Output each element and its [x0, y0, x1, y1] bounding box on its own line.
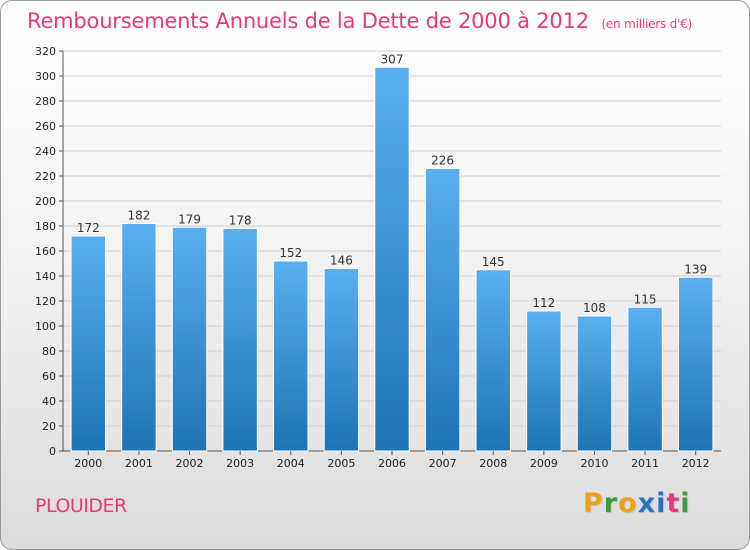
bar-value-label: 179	[178, 212, 201, 226]
y-tick-label: 300	[35, 70, 56, 83]
logo-letter: x	[637, 488, 657, 519]
bar	[677, 276, 714, 452]
x-tick-label: 2003	[226, 457, 254, 470]
bar	[222, 228, 258, 452]
x-tick-label: 2000	[74, 457, 102, 470]
bar	[171, 226, 208, 452]
y-tick-label: 80	[42, 345, 56, 358]
bar-value-label: 115	[634, 292, 657, 306]
bar	[273, 260, 309, 452]
bar	[374, 66, 410, 452]
logo-letter: t	[666, 488, 681, 519]
bar	[424, 168, 461, 452]
bar-value-label: 178	[229, 214, 252, 228]
bar-value-label: 307	[381, 52, 404, 66]
y-tick-label: 180	[35, 220, 56, 233]
y-tick-label: 40	[42, 395, 56, 408]
bar	[70, 235, 107, 452]
logo-letter: P	[583, 488, 604, 519]
x-tick-label: 2010	[580, 457, 608, 470]
x-tick-label: 2011	[631, 457, 659, 470]
bar-value-label: 226	[431, 154, 454, 168]
bar-value-label: 139	[684, 262, 707, 276]
y-tick-label: 100	[35, 320, 56, 333]
x-tick-label: 2008	[479, 457, 507, 470]
chart-title-text: Remboursements Annuels de la Dette de 20…	[27, 9, 589, 33]
x-tick-label: 2006	[378, 457, 406, 470]
y-tick-label: 160	[35, 245, 56, 258]
bar	[475, 269, 511, 452]
bar-value-label: 146	[330, 254, 353, 268]
logo-letter: o	[618, 488, 638, 519]
logo-letter: i	[656, 488, 667, 519]
proxiti-logo: Proxiti	[583, 488, 691, 519]
y-tick-label: 120	[35, 295, 56, 308]
x-tick-label: 2005	[327, 457, 355, 470]
x-tick-label: 2009	[530, 457, 558, 470]
y-tick-label: 240	[35, 145, 56, 158]
bar-value-label: 172	[77, 221, 100, 235]
y-tick-label: 140	[35, 270, 56, 283]
logo-letter: i	[680, 488, 691, 519]
bar	[121, 223, 157, 452]
y-tick-label: 260	[35, 120, 56, 133]
y-tick-label: 280	[35, 95, 56, 108]
y-tick-label: 60	[42, 370, 56, 383]
chart-title: Remboursements Annuels de la Dette de 20…	[27, 9, 692, 33]
x-tick-label: 2012	[682, 457, 710, 470]
y-tick-label: 20	[42, 420, 56, 433]
bar-value-label: 182	[127, 209, 150, 223]
y-tick-label: 0	[49, 445, 56, 458]
y-tick-label: 200	[35, 195, 56, 208]
y-tick-label: 220	[35, 170, 56, 183]
logo-letter: r	[603, 488, 619, 519]
commune-name: PLOUIDER	[35, 495, 127, 517]
bar	[576, 315, 613, 452]
y-tick-label: 320	[35, 45, 56, 58]
x-tick-label: 2002	[176, 457, 204, 470]
chart-subtitle: (en milliers d'€)	[601, 17, 693, 31]
x-tick-label: 2007	[429, 457, 457, 470]
bar-value-label: 152	[279, 246, 302, 260]
bar	[323, 268, 360, 452]
bar	[526, 310, 562, 452]
bar-value-label: 108	[583, 301, 606, 315]
bar-value-label: 112	[532, 296, 555, 310]
x-tick-label: 2004	[277, 457, 305, 470]
bar-value-label: 145	[482, 255, 505, 269]
bar	[627, 306, 663, 452]
x-tick-label: 2001	[125, 457, 153, 470]
